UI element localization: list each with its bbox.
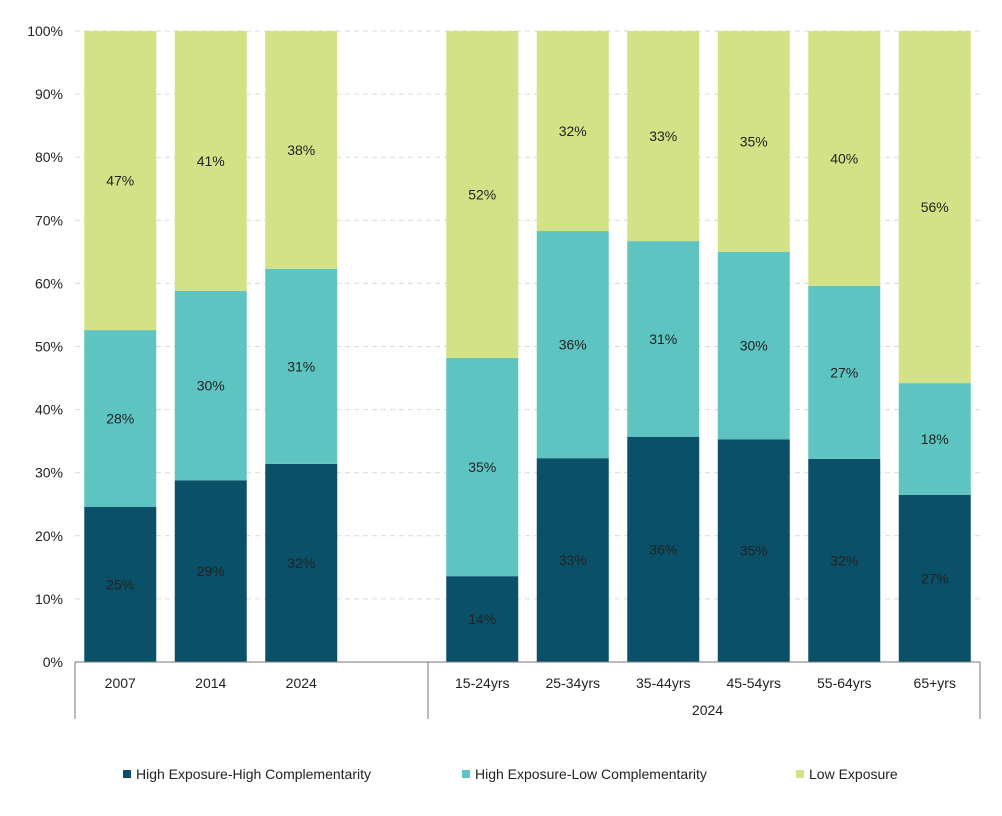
- bar-segment: [446, 576, 519, 662]
- bar-segment: [446, 31, 519, 358]
- data-label: 31%: [649, 331, 677, 347]
- x-tick-label: 65+yrs: [914, 675, 956, 691]
- bar-segment: [536, 458, 609, 662]
- x-tick-label: 45-54yrs: [727, 675, 781, 691]
- y-tick-label: 20%: [35, 528, 63, 544]
- y-tick-label: 60%: [35, 275, 63, 291]
- bar-segment: [808, 31, 881, 286]
- y-tick-label: 80%: [35, 149, 63, 165]
- data-label: 30%: [197, 378, 225, 394]
- data-label: 27%: [921, 570, 949, 586]
- x-tick-label: 2024: [286, 675, 317, 691]
- bar-segment: [174, 480, 247, 662]
- data-label: 35%: [740, 543, 768, 559]
- bar-segment: [898, 383, 971, 495]
- data-label: 36%: [649, 541, 677, 557]
- legend-swatch: [462, 770, 470, 778]
- data-label: 33%: [559, 552, 587, 568]
- data-label: 32%: [559, 123, 587, 139]
- data-label: 47%: [106, 173, 134, 189]
- data-label: 28%: [106, 410, 134, 426]
- bar-segment: [717, 31, 790, 252]
- bar-segment: [898, 31, 971, 384]
- bar-segment: [717, 251, 790, 440]
- data-label: 31%: [287, 358, 315, 374]
- y-tick-label: 90%: [35, 86, 63, 102]
- y-tick-label: 70%: [35, 212, 63, 228]
- legend-swatch: [123, 770, 131, 778]
- bar-segment: [627, 241, 700, 437]
- bar-segment: [808, 285, 881, 459]
- group-label: 2024: [692, 702, 723, 718]
- legend-swatch: [796, 770, 804, 778]
- x-tick-label: 2007: [105, 675, 136, 691]
- data-label: 38%: [287, 142, 315, 158]
- data-label: 33%: [649, 128, 677, 144]
- data-label: 56%: [921, 199, 949, 215]
- bar-segment: [627, 31, 700, 242]
- stacked-bar-chart: 0% 10% 20% 30% 40% 50% 60% 70% 80% 90% 100% 25% 28% 4…: [27, 23, 981, 719]
- data-label: 36%: [559, 337, 587, 353]
- y-tick-label: 50%: [35, 339, 63, 355]
- bar-segment: [808, 458, 881, 662]
- y-tick-label: 10%: [35, 591, 63, 607]
- data-label: 29%: [197, 563, 225, 579]
- bar-segment: [265, 463, 338, 662]
- bar-segment: [84, 330, 157, 507]
- data-label: 41%: [197, 153, 225, 169]
- x-tick-label: 55-64yrs: [817, 675, 871, 691]
- bar-segment: [898, 494, 971, 662]
- x-tick-label: 25-34yrs: [546, 675, 600, 691]
- y-tick-label: 30%: [35, 465, 63, 481]
- x-tick-label: 2014: [195, 675, 226, 691]
- y-tick-label: 0%: [43, 654, 63, 670]
- bar-segment: [84, 506, 157, 662]
- bar-segment: [174, 31, 247, 291]
- x-tick-label: 35-44yrs: [636, 675, 690, 691]
- data-label: 35%: [740, 133, 768, 149]
- x-tick-label: 15-24yrs: [455, 675, 509, 691]
- data-label: 14%: [468, 611, 496, 627]
- bar-segment: [627, 436, 700, 662]
- bar-segment: [717, 439, 790, 662]
- legend-item-high-high: High Exposure-High Complementarity: [123, 766, 371, 782]
- bar-segment: [265, 268, 338, 464]
- y-tick-label: 40%: [35, 402, 63, 418]
- legend-label: High Exposure-High Complementarity: [136, 766, 371, 782]
- data-label: 25%: [106, 576, 134, 592]
- legend-label: High Exposure-Low Complementarity: [475, 766, 707, 782]
- data-label: 32%: [287, 555, 315, 571]
- bar-segment: [536, 31, 609, 232]
- bar-segment: [446, 357, 519, 577]
- data-label: 32%: [830, 552, 858, 568]
- data-label: 40%: [830, 150, 858, 166]
- legend-item-high-low: High Exposure-Low Complementarity: [462, 766, 707, 782]
- bar-segment: [174, 290, 247, 481]
- data-label: 30%: [740, 338, 768, 354]
- bar-segment: [265, 31, 338, 269]
- data-label: 52%: [468, 186, 496, 202]
- legend-item-low: Low Exposure: [796, 766, 898, 782]
- bar-segment: [84, 31, 157, 331]
- data-label: 35%: [468, 459, 496, 475]
- data-label: 18%: [921, 431, 949, 447]
- legend-label: Low Exposure: [809, 766, 898, 782]
- bar-segment: [536, 231, 609, 459]
- y-tick-label: 100%: [27, 23, 63, 39]
- data-label: 27%: [830, 364, 858, 380]
